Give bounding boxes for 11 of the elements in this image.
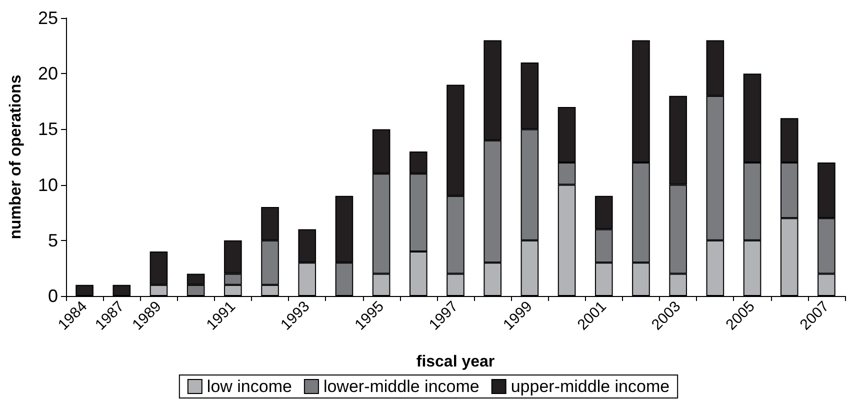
y-tick-label: 0 — [48, 286, 58, 306]
x-axis-title: fiscal year — [416, 354, 495, 370]
y-tick-label: 10 — [38, 174, 58, 195]
y-tick-label: 25 — [38, 8, 58, 28]
legend-label: lower-middle income — [323, 377, 480, 396]
y-tick-label: 5 — [48, 230, 58, 250]
y-tick-label: 20 — [38, 64, 58, 84]
legend-label: upper-middle income — [510, 377, 670, 396]
legend-label: low income — [206, 377, 292, 396]
y-tick-label: 15 — [38, 119, 58, 140]
y-axis-title: number of operations — [8, 74, 24, 240]
